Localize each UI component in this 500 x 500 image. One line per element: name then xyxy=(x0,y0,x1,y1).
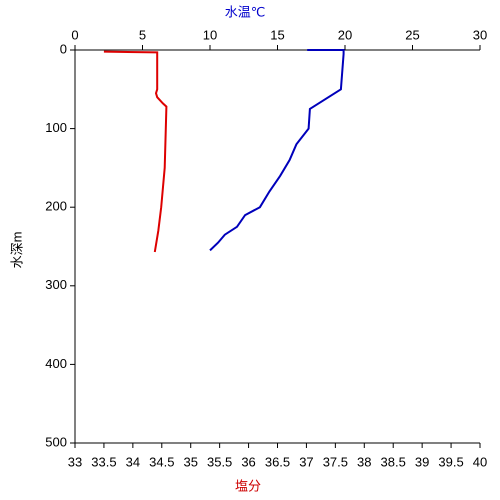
y-tick-label: 400 xyxy=(45,356,67,371)
x-tick-label: 40 xyxy=(473,454,487,469)
x2-tick-label: 0 xyxy=(71,27,78,42)
x-tick-label: 35.5 xyxy=(207,454,232,469)
y-axis-title: 水深m xyxy=(9,232,24,269)
x-tick-label: 36 xyxy=(241,454,255,469)
x-tick-label: 34 xyxy=(126,454,140,469)
y-tick-label: 500 xyxy=(45,434,67,449)
y-tick-label: 100 xyxy=(45,120,67,135)
x-tick-label: 35 xyxy=(183,454,197,469)
x-tick-label: 38.5 xyxy=(381,454,406,469)
profile-line xyxy=(209,49,345,252)
x-tick-label: 39.5 xyxy=(438,454,463,469)
y-tick-label: 0 xyxy=(60,41,67,56)
x2-tick-label: 10 xyxy=(203,27,217,42)
x2-tick-label: 25 xyxy=(405,27,419,42)
x-tick-label: 33.5 xyxy=(91,454,116,469)
y-tick-label: 300 xyxy=(45,277,67,292)
x-tick-label: 38 xyxy=(357,454,371,469)
x-tick-label: 34.5 xyxy=(149,454,174,469)
x-tick-label: 39 xyxy=(415,454,429,469)
x2-tick-label: 15 xyxy=(270,27,284,42)
x2-axis-title: 水温℃ xyxy=(225,4,266,19)
x2-tick-label: 20 xyxy=(338,27,352,42)
x-tick-label: 33 xyxy=(68,454,82,469)
x-tick-label: 37.5 xyxy=(323,454,348,469)
y-tick-label: 200 xyxy=(45,199,67,214)
x2-tick-label: 30 xyxy=(473,27,487,42)
x-tick-label: 37 xyxy=(299,454,313,469)
x-tick-label: 36.5 xyxy=(265,454,290,469)
x2-tick-label: 5 xyxy=(139,27,146,42)
profile-line xyxy=(103,50,168,253)
x-axis-title: 塩分 xyxy=(235,478,261,493)
